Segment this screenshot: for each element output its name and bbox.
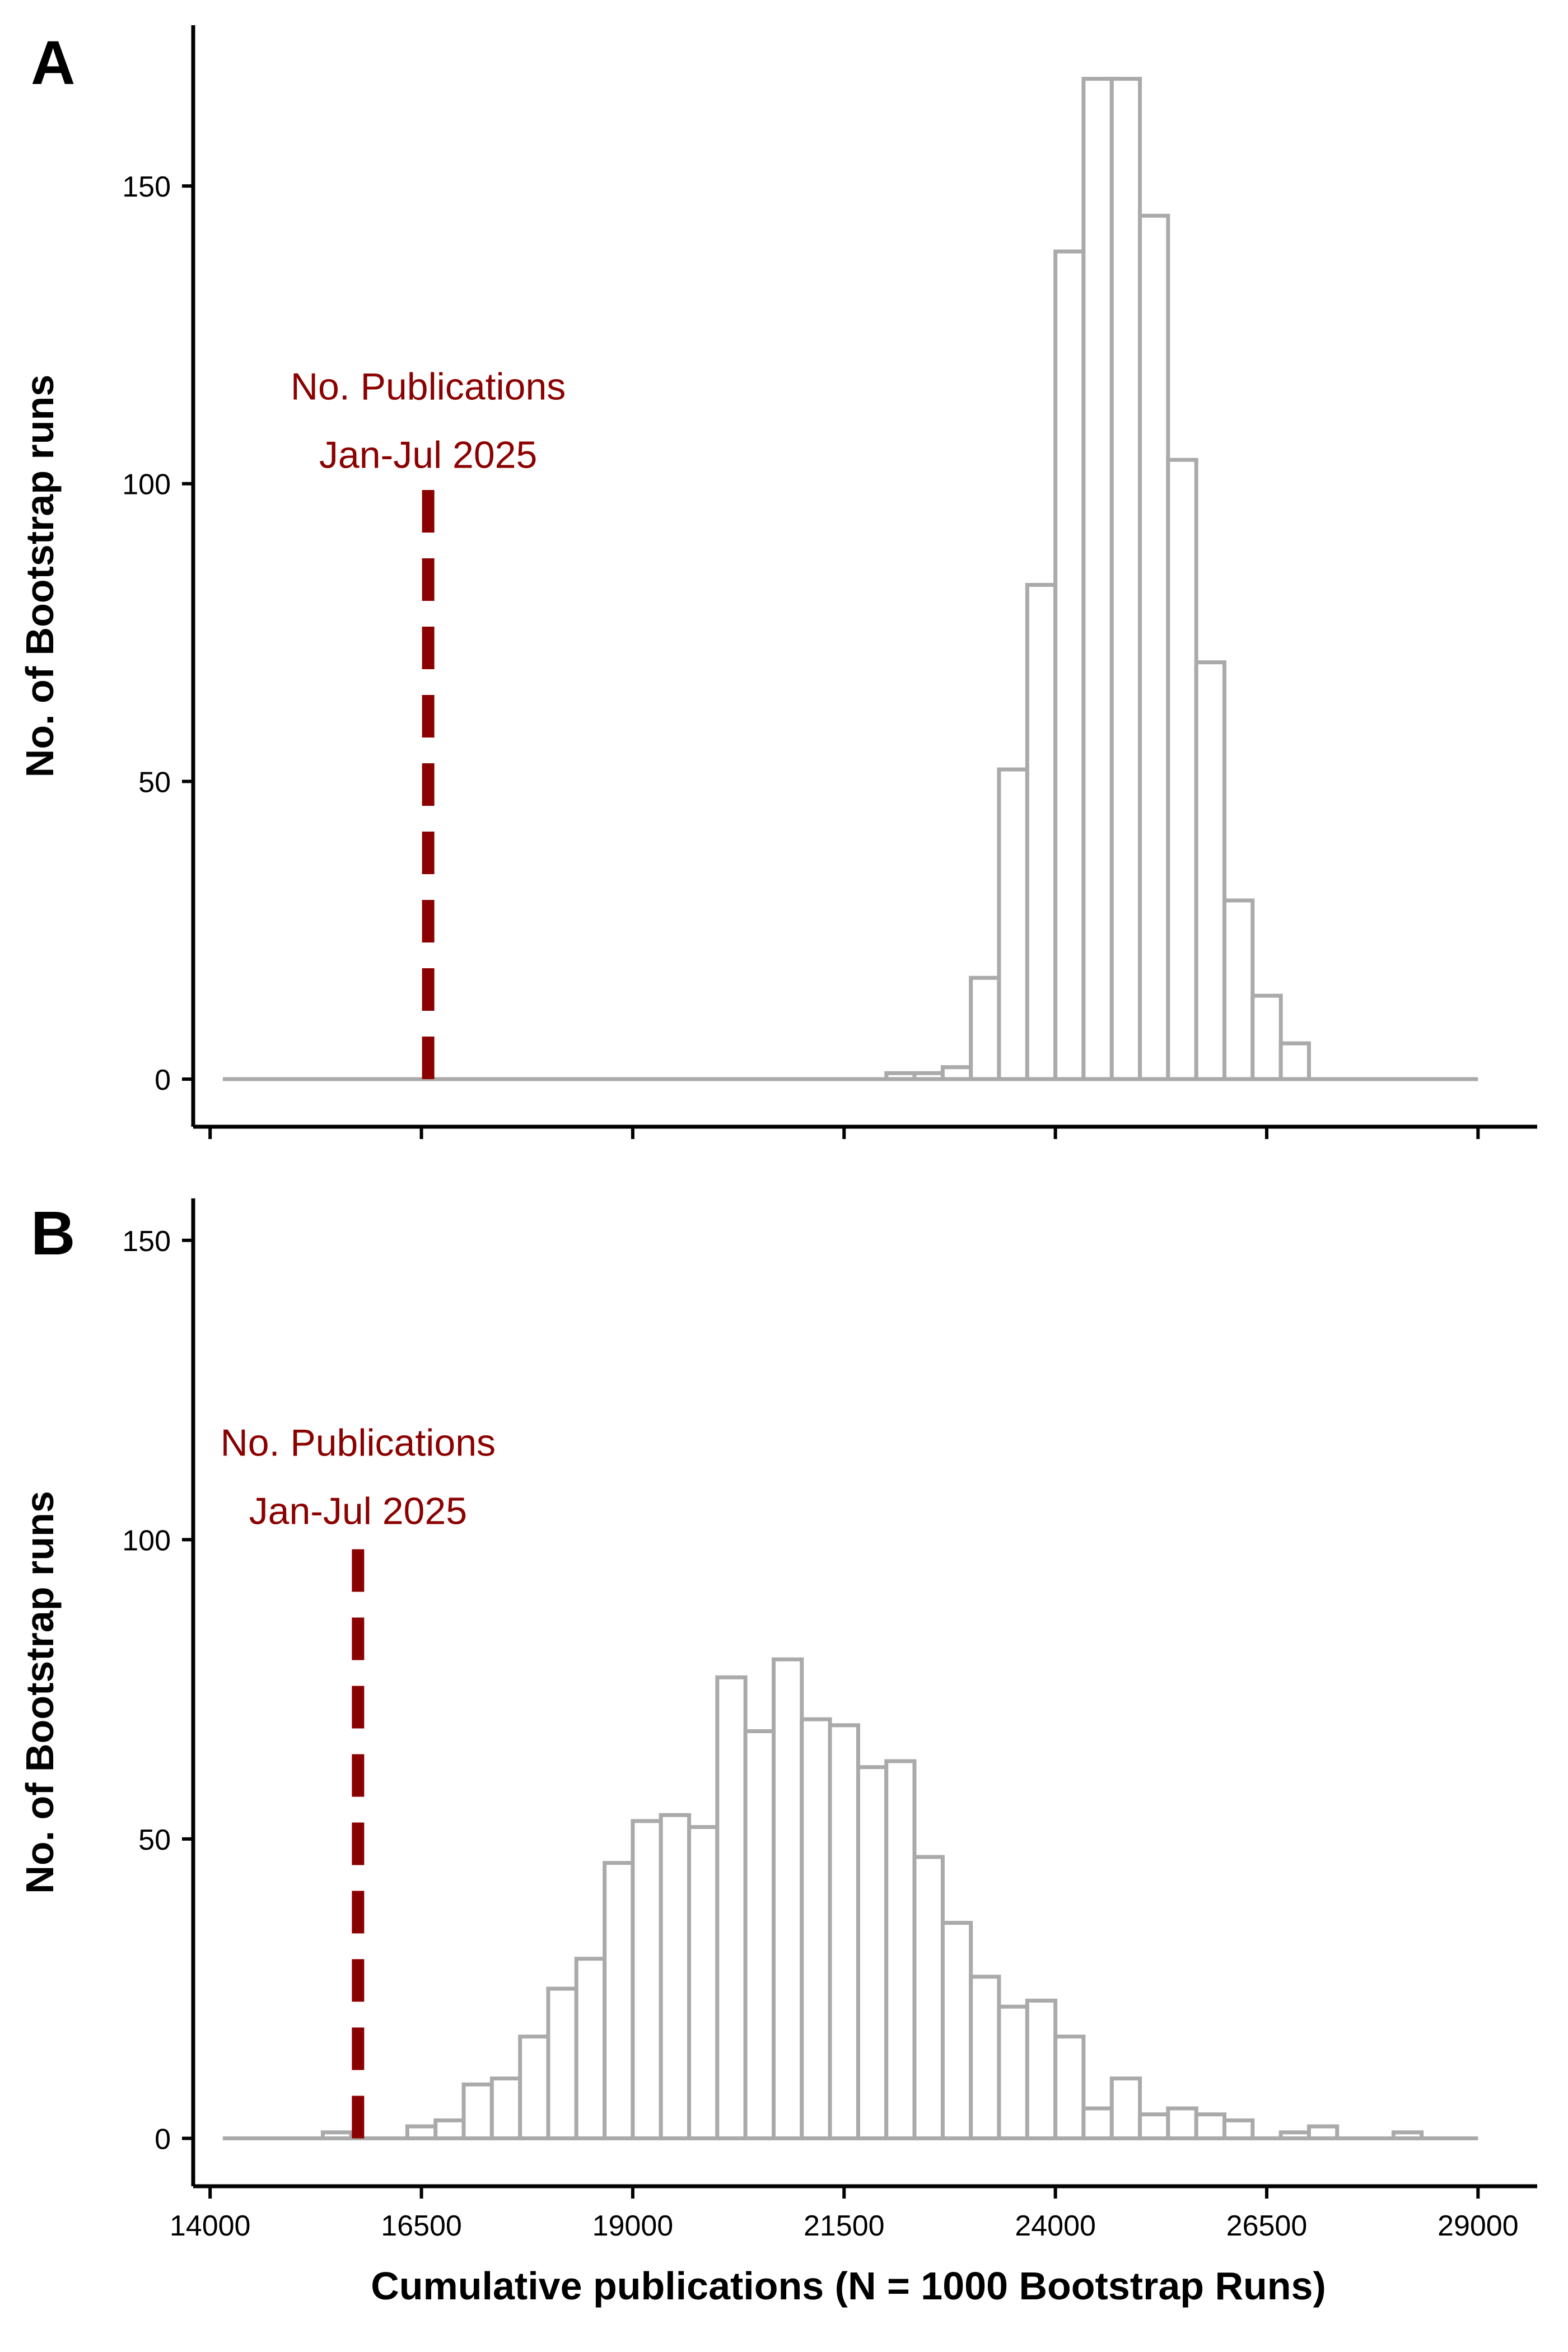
histogram-bar	[1025, 1999, 1058, 2140]
histogram-bar	[1306, 2124, 1340, 2140]
histogram-bar	[1194, 660, 1227, 1081]
histogram-bar	[518, 2034, 550, 2140]
histogram-bar	[1109, 77, 1142, 1081]
histogram-bar	[912, 1071, 945, 1081]
histogram-bar	[631, 1819, 663, 2140]
histogram-bar	[940, 1065, 973, 1081]
histogram-bar	[461, 2082, 494, 2140]
y-tick-label: 100	[122, 469, 171, 501]
histogram-bar	[1222, 898, 1255, 1081]
histogram-bar	[1081, 77, 1114, 1081]
histogram-bar	[1250, 993, 1283, 1081]
histogram-bar	[574, 1957, 607, 2140]
histogram-bar	[884, 1071, 917, 1081]
panel-a: A No. Publications Jan-Jul 2025 0 50 100 150 No…	[18, 25, 1537, 1139]
x-tick-label: 24000	[1015, 2210, 1096, 2242]
reference-label: No. Publications	[221, 1421, 496, 1464]
x-tick-label: 26500	[1226, 2210, 1308, 2242]
x-tick-label: 14000	[170, 2210, 251, 2242]
histogram-bar	[969, 976, 1001, 1081]
panel-tag: A	[31, 29, 75, 97]
histogram-bar	[997, 2004, 1029, 2140]
histogram-bar	[489, 2076, 522, 2140]
histogram-bar	[433, 2118, 466, 2140]
y-axis-title: No. of Bootstrap runs	[18, 1491, 62, 1893]
y-tick-label: 50	[138, 1824, 171, 1856]
reference-label: Jan-Jul 2025	[249, 1490, 467, 1532]
histogram-bar	[405, 2124, 438, 2140]
histogram-bar	[1138, 2112, 1170, 2140]
histogram-bar	[772, 1657, 804, 2140]
histogram-bar	[687, 1825, 720, 2140]
reference-label: No. Publications	[291, 366, 566, 408]
histogram-bar	[800, 1717, 832, 2140]
histogram-bar	[743, 1729, 776, 2140]
y-tick-label: 150	[122, 1225, 171, 1258]
x-tick-label: 21500	[804, 2210, 885, 2242]
histogram-bar	[997, 767, 1029, 1081]
x-tick-label: 16500	[381, 2210, 462, 2242]
x-tick-label: 19000	[592, 2210, 674, 2242]
y-tick-label: 150	[122, 171, 171, 203]
histogram-bar	[1222, 2118, 1255, 2140]
histogram-bar	[603, 1861, 635, 2140]
histogram-bar	[1278, 1041, 1311, 1081]
histogram-bar	[659, 1813, 692, 2140]
histogram-bar	[884, 1759, 917, 2140]
histogram-bar	[1025, 582, 1058, 1081]
x-axis-title: Cumulative publications (N = 1000 Bootst…	[371, 2264, 1326, 2308]
histogram-bar	[856, 1765, 889, 2140]
histogram-bar	[828, 1723, 860, 2140]
histogram-bar	[1278, 2130, 1311, 2140]
panel-b: B No. Publications Jan-Jul 2025 0 50 100 150 14…	[18, 1198, 1537, 2308]
histogram-bar	[969, 1975, 1001, 2140]
histogram-bar	[546, 1986, 578, 2140]
y-tick-label: 100	[122, 1524, 171, 1557]
y-axis-title: No. of Bootstrap runs	[18, 375, 62, 777]
y-tick-label: 50	[138, 766, 171, 799]
histogram-bar	[1138, 213, 1170, 1081]
histogram-bar	[715, 1675, 748, 2140]
histogram-bar	[940, 1921, 973, 2140]
panel-tag: B	[31, 1199, 75, 1268]
histogram-bar	[1391, 2130, 1424, 2140]
histogram-bar	[320, 2130, 353, 2140]
y-tick-label: 0	[155, 1064, 171, 1096]
histogram-bar	[1053, 249, 1086, 1081]
reference-label: Jan-Jul 2025	[319, 434, 537, 477]
histogram-bar	[1194, 2112, 1227, 2140]
histogram-bar	[912, 1855, 945, 2140]
histogram-bar	[1109, 2076, 1142, 2140]
histogram-bar	[1081, 2106, 1114, 2140]
histogram-bar	[1053, 2034, 1086, 2140]
histogram-bar	[1166, 458, 1198, 1081]
histogram-bar	[1166, 2106, 1198, 2140]
y-tick-label: 0	[155, 2123, 171, 2155]
x-tick-label: 29000	[1438, 2210, 1519, 2242]
